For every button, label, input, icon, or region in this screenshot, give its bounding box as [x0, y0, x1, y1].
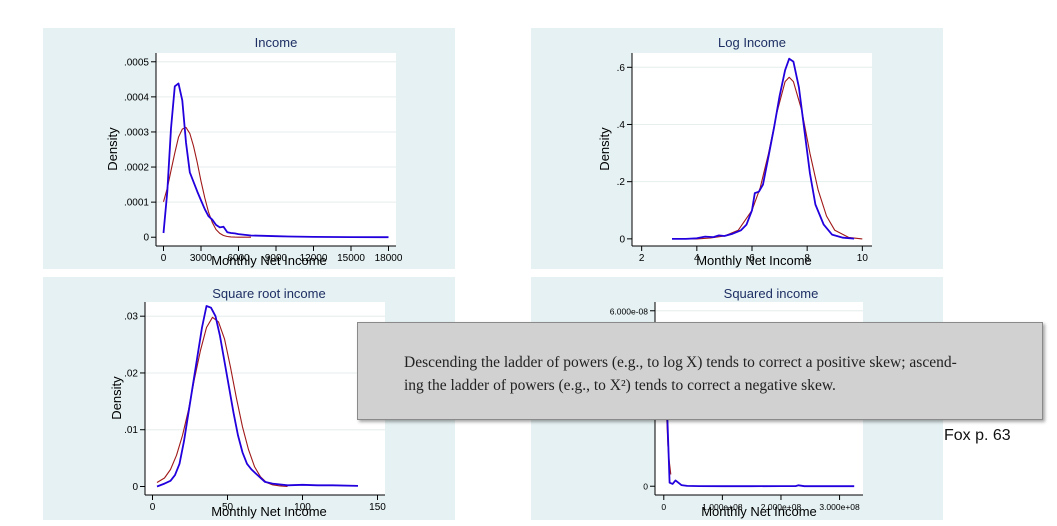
kernel-density-line [665, 398, 855, 488]
normal-density-line [162, 126, 251, 238]
y-tick-label: .01 [124, 425, 138, 436]
x-tick-label: 50 [222, 502, 234, 513]
y-tick-label: 0 [143, 233, 149, 244]
quote-line-2: ing the ladder of powers (e.g., to X²) t… [404, 377, 836, 394]
y-tick-label: 0 [643, 482, 648, 492]
x-axis-label: Monthly Net Income [696, 253, 812, 268]
chart-title: Square root income [212, 286, 325, 301]
y-tick-label: .03 [124, 312, 138, 323]
x-tick-label: 100 [294, 502, 311, 513]
income-chart: 0 .0001 .0002 .0003 .0004 .0005 0 3000 6000 9000 1… [105, 35, 403, 268]
y-tick-label: .0004 [124, 92, 149, 103]
x-axis-label: Monthly Net Income [211, 504, 327, 519]
x-tick-label: 10 [857, 253, 869, 264]
y-tick-label: .0005 [124, 57, 149, 68]
x-tick-label: 150 [369, 502, 386, 513]
x-tick-label: 2 [639, 253, 645, 264]
x-tick-label: 18000 [375, 253, 403, 264]
plot-area [156, 53, 396, 246]
y-tick-label: .6 [617, 63, 626, 74]
panel-square-root-income: 0 .01 .02 .03 0 50 100 150 Square root income M… [43, 277, 455, 520]
kernel-density-line [156, 305, 359, 488]
log-income-chart: 0 .2 .4 .6 2 4 6 8 10 Log Income Monthly Net Inc… [597, 35, 872, 268]
kernel-density-line [162, 82, 389, 239]
chart-title: Squared income [724, 286, 819, 301]
y-tick-label: .0001 [124, 198, 149, 209]
y-axis-label: Density [597, 127, 612, 171]
quote-line-1: Descending the ladder of powers (e.g., t… [404, 354, 957, 371]
x-tick-label: 3.000e+08 [819, 502, 860, 512]
y-tick-label: .4 [617, 120, 626, 131]
x-tick-label: 15000 [337, 253, 365, 264]
square-root-income-chart: 0 .01 .02 .03 0 50 100 150 Square root income M… [109, 286, 386, 519]
x-tick-label: 6 [749, 253, 755, 264]
plot-area [632, 53, 872, 246]
y-axis-label: Density [109, 376, 124, 420]
x-tick-label: 0 [161, 253, 167, 264]
x-tick-label: 4 [694, 253, 700, 264]
x-tick-label: 0 [661, 502, 666, 512]
x-tick-label: 3000 [190, 253, 213, 264]
x-tick-label: 1.000e+08 [702, 502, 743, 512]
chart-title: Log Income [718, 35, 786, 50]
x-tick-label: 0 [150, 502, 156, 513]
y-tick-label: 0 [619, 234, 625, 245]
x-tick-label: 2.000e+08 [761, 502, 802, 512]
x-tick-label: 12000 [300, 253, 328, 264]
panel-income: 0 .0001 .0002 .0003 .0004 .0005 0 3000 6000 9000 1… [43, 28, 455, 269]
y-tick-label: .02 [124, 368, 138, 379]
quote-box: Descending the ladder of powers (e.g., t… [357, 322, 1043, 420]
plot-area [145, 302, 385, 495]
y-tick-label: .0002 [124, 163, 149, 174]
y-axis-label: Density [105, 127, 120, 171]
x-tick-label: 9000 [265, 253, 288, 264]
x-tick-label: 6000 [227, 253, 250, 264]
citation: Fox p. 63 [944, 427, 1011, 444]
kernel-density-line [672, 57, 855, 240]
chart-title: Income [255, 35, 298, 50]
y-tick-label: .0003 [124, 127, 149, 138]
panel-log-income: 0 .2 .4 .6 2 4 6 8 10 Log Income Monthly Net Inc… [531, 28, 943, 269]
x-tick-label: 8 [804, 253, 810, 264]
x-axis-label: Monthly Net Income [701, 504, 817, 519]
y-tick-label: 0 [132, 482, 138, 493]
y-tick-label: .2 [617, 177, 626, 188]
y-tick-label: 6.000e-08 [610, 306, 649, 316]
x-axis-label: Monthly Net Income [211, 253, 327, 268]
